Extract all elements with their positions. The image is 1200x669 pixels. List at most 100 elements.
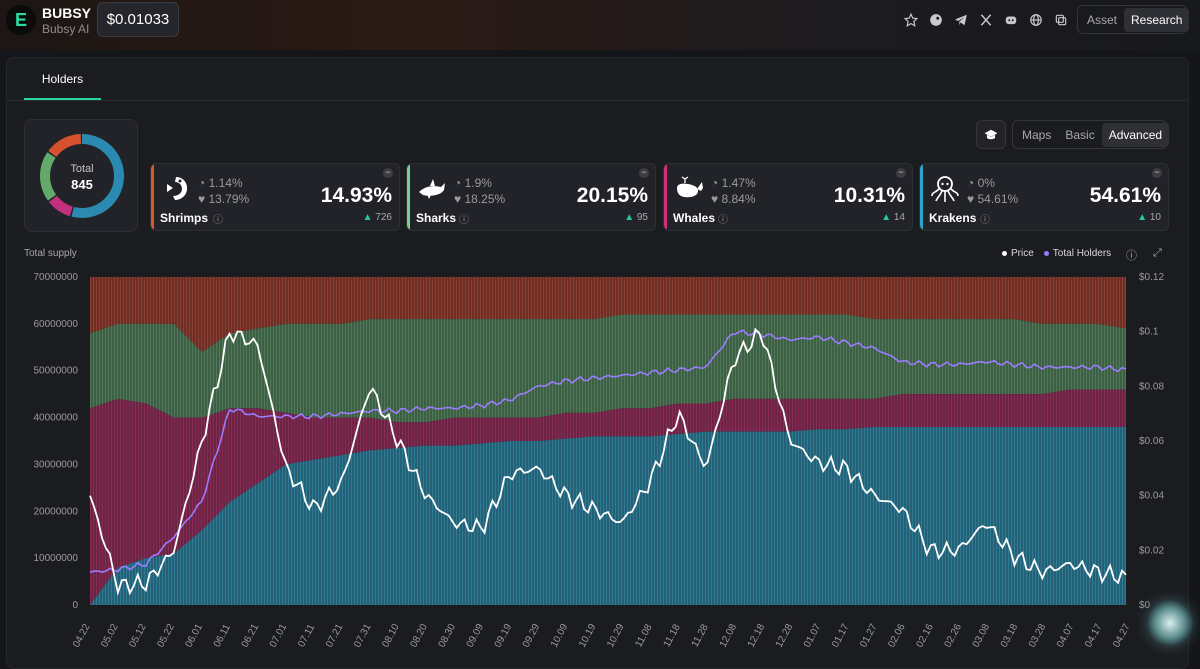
- category-card-whales[interactable]: ◔ 1.47% ♥ 8.84% Whales ⓘ 10.31% ▲ 14 −: [663, 163, 913, 231]
- view-basic[interactable]: Basic: [1065, 127, 1095, 142]
- y2-tick-label: $0: [1139, 600, 1151, 611]
- star-icon[interactable]: [903, 12, 919, 28]
- x-tick-label: 07.01: [268, 622, 290, 650]
- legend-total-holders[interactable]: Total Holders: [1043, 248, 1111, 259]
- x-icon[interactable]: [978, 12, 994, 28]
- category-stat-1: ◔ 0%: [967, 176, 995, 190]
- category-stat-2: ♥ 13.79%: [198, 192, 250, 206]
- category-stat-1: ◔ 1.14%: [198, 176, 243, 190]
- category-name: Shrimps: [160, 211, 209, 225]
- holders-donut-chart: [40, 134, 124, 218]
- holders-supply-chart: 0 10000000 20000000 30000000 40000000 5000000…: [34, 272, 1165, 650]
- x-tick-label: 05.22: [155, 622, 177, 650]
- category-color-bar: [664, 164, 667, 230]
- category-percent: 20.15%: [576, 184, 648, 207]
- tab-holders[interactable]: Holders: [24, 58, 101, 100]
- x-tick-label: 09.09: [465, 622, 487, 650]
- category-stat-1: ◔ 1.9%: [454, 176, 492, 190]
- donut-title: Total: [70, 163, 94, 175]
- y2-tick-label: $0.02: [1139, 545, 1164, 556]
- x-tick-label: 07.31: [352, 622, 374, 650]
- token-price: $0.01033: [97, 2, 179, 37]
- x-tick-label: 10.29: [605, 622, 627, 650]
- y2-tick-label: $0.08: [1139, 381, 1164, 392]
- y2-tick-label: $0.1: [1139, 327, 1159, 338]
- x-tick-label: 12.18: [746, 622, 768, 650]
- x-tick-label: 03.18: [999, 622, 1021, 650]
- tab-research[interactable]: Research: [1124, 7, 1190, 32]
- shrimp-icon: [167, 177, 188, 200]
- x-tick-label: 01.07: [802, 622, 824, 650]
- x-tick-label: 08.10: [380, 622, 402, 650]
- total-holders-line: [89, 329, 1127, 574]
- token-subtitle: Bubsy AI: [42, 22, 90, 36]
- telegram-icon[interactable]: [953, 12, 969, 28]
- y-tick-label: 0: [72, 600, 78, 611]
- info-icon[interactable]: ⓘ: [459, 215, 469, 226]
- category-card-sharks[interactable]: ◔ 1.9% ♥ 18.25% Sharks ⓘ 20.15% ▲ 95 −: [406, 163, 656, 231]
- donut-segment-sharks[interactable]: [40, 134, 124, 218]
- collapse-icon[interactable]: −: [1152, 168, 1162, 178]
- view-maps[interactable]: Maps: [1022, 127, 1052, 142]
- holders-donut-card: Total 845: [24, 119, 138, 232]
- copy-icon[interactable]: [1053, 12, 1069, 28]
- category-name: Sharks: [416, 211, 457, 225]
- info-icon[interactable]: ⓘ: [1126, 250, 1137, 262]
- x-tick-label: 05.12: [127, 622, 149, 650]
- category-stat-1: ◔ 1.47%: [711, 176, 756, 190]
- info-icon[interactable]: ⓘ: [213, 215, 223, 226]
- x-tick-label: 04.07: [1055, 622, 1077, 650]
- x-tick-label: 07.11: [296, 622, 317, 649]
- category-percent: 14.93%: [320, 184, 392, 207]
- category-stat-2: ♥ 54.61%: [967, 192, 1019, 206]
- y-tick-label: 20000000: [34, 506, 79, 517]
- category-percent: 10.31%: [833, 184, 905, 207]
- x-tick-label: 08.20: [408, 622, 430, 650]
- x-tick-label: 12.08: [718, 622, 740, 650]
- category-delta: ▲ 95: [624, 212, 648, 223]
- category-card-krakens[interactable]: ◔ 0% ♥ 54.61% Krakens ⓘ 54.61% ▲ 10 −: [919, 163, 1169, 231]
- donut-total: 845: [71, 177, 93, 192]
- x-tick-label: 08.30: [437, 622, 459, 650]
- x-tick-label: 03.28: [1027, 622, 1049, 650]
- globe-icon[interactable]: [1028, 12, 1044, 28]
- kraken-icon: [931, 176, 959, 202]
- info-icon[interactable]: ⓘ: [718, 215, 728, 226]
- fullscreen-icon[interactable]: ⤢: [1153, 247, 1162, 259]
- x-tick-label: 04.27: [1111, 622, 1133, 650]
- x-tick-label: 04.17: [1083, 622, 1105, 650]
- tab-asset[interactable]: Asset: [1087, 12, 1118, 27]
- collapse-icon[interactable]: −: [383, 168, 393, 178]
- x-tick-label: 11.08: [633, 622, 654, 649]
- x-tick-label: 02.16: [914, 622, 936, 650]
- collapse-icon[interactable]: −: [639, 168, 649, 178]
- chart-tools: ⓘ ⤢: [1126, 247, 1162, 263]
- x-tick-label: 05.02: [99, 622, 121, 650]
- y2-tick-label: $0.12: [1139, 272, 1164, 283]
- x-tick-label: 06.01: [184, 622, 206, 650]
- category-stat-2: ♥ 18.25%: [454, 192, 506, 206]
- collapse-icon[interactable]: −: [896, 168, 906, 178]
- chart-label: Total supply: [24, 248, 77, 259]
- band-whales: [90, 389, 1126, 605]
- info-icon[interactable]: ⓘ: [980, 215, 990, 226]
- x-tick-label: 11.28: [690, 622, 711, 649]
- shark-icon: [419, 179, 445, 199]
- token-name: BUBSY: [42, 5, 92, 21]
- legend-price[interactable]: Price: [1002, 248, 1034, 259]
- discord-icon[interactable]: [1003, 12, 1019, 28]
- category-delta: ▲ 726: [362, 212, 392, 223]
- view-advanced[interactable]: Advanced: [1101, 122, 1170, 147]
- token-logo: E: [6, 5, 36, 35]
- category-card-shrimps[interactable]: ◔ 1.14% ♥ 13.79% Shrimps ⓘ 14.93% ▲ 726 …: [150, 163, 400, 231]
- x-tick-label: 06.21: [240, 622, 262, 650]
- graduation-cap-button[interactable]: [976, 120, 1006, 149]
- donut-segment-krakens[interactable]: [40, 134, 124, 218]
- coingecko-icon[interactable]: [928, 12, 944, 28]
- y2-tick-label: $0.04: [1139, 491, 1164, 502]
- x-tick-label: 03.08: [971, 622, 993, 650]
- x-tick-label: 02.06: [886, 622, 908, 650]
- category-color-bar: [920, 164, 923, 230]
- assistant-orb-button[interactable]: [1147, 600, 1193, 646]
- social-icons: [903, 12, 1069, 28]
